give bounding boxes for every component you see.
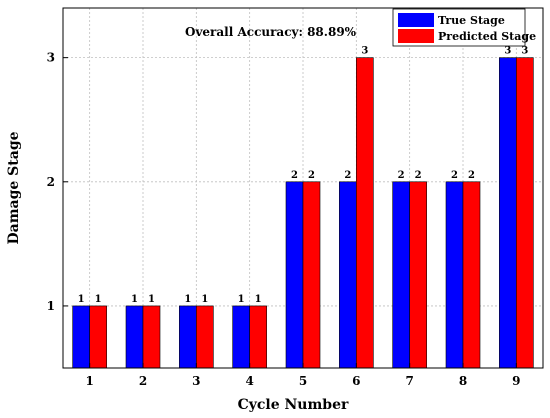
bars-group [72, 57, 534, 369]
data-label: 2 [291, 170, 298, 181]
bar-true-stage [232, 305, 250, 369]
bar-predicted-stage [249, 305, 267, 369]
data-label: 2 [451, 170, 458, 181]
x-tick-label: 7 [405, 374, 413, 388]
x-tick-label: 3 [192, 374, 200, 388]
bar-true-stage [125, 305, 144, 369]
bar-predicted-stage [356, 57, 374, 369]
legend-label-true-stage: True Stage [438, 14, 505, 27]
data-label: 2 [415, 170, 422, 181]
data-label: 2 [344, 170, 351, 181]
x-tick-label: 1 [85, 374, 93, 388]
data-label: 2 [308, 170, 315, 181]
legend: True Stage Predicted Stage [392, 8, 536, 47]
data-label: 1 [95, 294, 102, 305]
accuracy-annotation: Overall Accuracy: 88.89% [185, 25, 357, 39]
x-tick-label: 9 [512, 374, 520, 388]
data-label: 3 [504, 46, 511, 57]
data-label: 1 [201, 294, 208, 305]
bar-predicted-stage [196, 305, 214, 369]
data-label: 2 [468, 170, 475, 181]
legend-swatch-predicted-stage [398, 29, 434, 43]
x-axis-label: Cycle Number [238, 397, 349, 413]
x-tick-label: 4 [245, 374, 253, 388]
data-label: 1 [78, 294, 85, 305]
bar-true-stage [445, 181, 464, 369]
legend-label-predicted-stage: Predicted Stage [438, 30, 536, 43]
y-tick-label: 3 [47, 51, 55, 65]
bar-true-stage [339, 181, 357, 369]
legend-swatch-true-stage [398, 13, 434, 27]
data-label: 3 [521, 46, 528, 57]
data-label: 1 [255, 294, 262, 305]
bar-predicted-stage [409, 181, 427, 369]
y-ticks-group: 1 2 3 [47, 51, 68, 313]
bar-true-stage [285, 181, 304, 369]
bar-true-stage [392, 181, 410, 369]
data-label: 1 [184, 294, 191, 305]
bar-predicted-stage [302, 181, 321, 369]
bar-predicted-stage [89, 305, 107, 369]
x-tick-label: 8 [459, 374, 467, 388]
y-tick-label: 1 [47, 299, 55, 313]
bar-predicted-stage [142, 305, 161, 369]
bar-predicted-stage [462, 181, 481, 369]
y-axis-label: Damage Stage [6, 131, 22, 244]
data-label: 1 [148, 294, 155, 305]
bar-predicted-stage [516, 57, 534, 369]
data-label: 1 [131, 294, 138, 305]
y-tick-label: 2 [47, 175, 55, 189]
data-label: 1 [238, 294, 245, 305]
bar-true-stage [72, 305, 90, 369]
x-tick-label: 5 [299, 374, 307, 388]
bar-true-stage [499, 57, 517, 369]
x-ticks-group: 1 2 3 4 5 6 7 8 9 [85, 363, 521, 388]
bar-true-stage [179, 305, 197, 369]
data-label: 3 [361, 46, 368, 57]
x-tick-label: 2 [139, 374, 147, 388]
data-label: 2 [398, 170, 405, 181]
x-tick-label: 6 [352, 374, 360, 388]
